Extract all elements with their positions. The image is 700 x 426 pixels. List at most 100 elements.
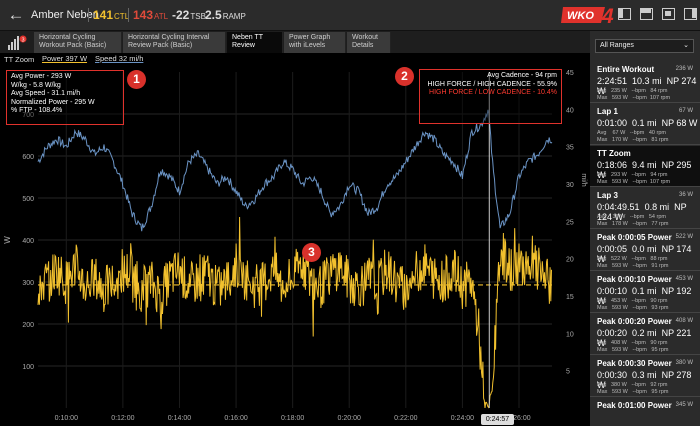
range-np: NP 221 W <box>597 328 692 348</box>
cursor-time-label: 0:24:57 <box>481 414 514 425</box>
range-avg-power: 453 W <box>675 276 693 282</box>
tab-neben-tt-review[interactable]: Neben TT Review <box>227 32 283 53</box>
range-summary <box>597 412 607 422</box>
range-avg-row: Avg 36 W --bpm 54 rpm <box>597 214 666 220</box>
high-force-high-cadence-line: HIGH FORCE / HIGH CADENCE - 55.9% <box>427 80 557 88</box>
sidebar-toggle-icon[interactable] <box>618 8 631 20</box>
range-duration: 2:24:51 <box>597 76 628 86</box>
divider <box>590 102 700 103</box>
tsb-value: -22 <box>172 8 190 22</box>
range-avg-power: 67 W <box>678 108 693 114</box>
range-distance: 0.1 mi <box>632 286 657 296</box>
range-title: Peak 0:00:30 Power <box>597 359 672 368</box>
power-series-toggle[interactable]: Power 397 W <box>42 54 88 63</box>
range-title: Peak 0:00:10 Power <box>597 275 672 284</box>
power-axis: 700 600 500 400 300 200 100 <box>22 112 34 371</box>
logo-number: 4 <box>601 5 614 26</box>
divider <box>590 144 700 145</box>
range-item[interactable]: Peak 0:00:10 Power 453 W 0:00:10 0.1 mi NP… <box>590 272 700 313</box>
range-item[interactable]: Peak 0:00:30 Power 380 W 0:00:30 0.3 mi NP… <box>590 356 700 397</box>
power-tick-label: 400 <box>22 238 34 245</box>
atl-value: 143 <box>133 8 154 22</box>
tab-horizontal-cycling-interval-review-pack[interactable]: Horizontal Cycling Interval Review Pack … <box>123 32 226 53</box>
chart-title: TT Zoom <box>4 55 35 64</box>
range-title: Lap 3 <box>597 191 618 200</box>
power-tick-label: 100 <box>22 364 34 371</box>
layout-full-icon[interactable] <box>662 8 675 20</box>
divider <box>590 270 700 271</box>
range-title: TT Zoom <box>597 149 631 158</box>
range-max-row: Max 170 W --bpm 81 rpm <box>597 137 669 143</box>
avg-cadence-line: Avg Cadence - 94 rpm <box>487 72 557 79</box>
tab-power-graph-ilevels[interactable]: Power Graph with iLevels <box>284 32 346 53</box>
range-max-row: Max 593 W --bpm 107 rpm <box>597 179 671 185</box>
range-np: NP 192 W <box>597 286 692 306</box>
range-avg-row: Avg 380 W --bpm 92 rpm <box>597 382 668 388</box>
time-tick-label: 0:14:00 <box>168 415 191 422</box>
time-tick-label: 0:22:00 <box>394 415 417 422</box>
speed-tick-label: 45 <box>566 70 574 77</box>
range-avg-power: 522 W <box>675 234 693 240</box>
range-item[interactable]: TT Zoom 0:18:06 9.4 mi NP 295 W Avg 293 W … <box>590 146 700 187</box>
range-avg-power: 236 W <box>675 66 693 72</box>
speed-series-toggle[interactable]: Speed 32 mi/h <box>95 54 144 63</box>
range-item[interactable]: Peak 0:00:05 Power 522 W 0:00:05 0.0 mi NP… <box>590 230 700 271</box>
time-tick-label: 0:26:00 <box>507 415 530 422</box>
range-item[interactable]: Peak 0:01:00 Power 345 W <box>590 398 700 426</box>
tab-horizontal-cycling-workout-pack[interactable]: Horizontal Cycling Workout Pack (Basic) <box>34 32 122 53</box>
high-force-low-cadence-line: HIGH FORCE / LOW CADENCE - 10.4% <box>429 89 557 96</box>
range-distance: 0.2 mi <box>632 328 657 338</box>
divider <box>128 8 129 22</box>
speed-tick-label: 20 <box>566 257 574 264</box>
range-np: NP 68 W <box>661 118 698 128</box>
range-item[interactable]: Entire Workout 236 W 2:24:51 10.3 mi NP 27… <box>590 62 700 103</box>
tab-workout-details[interactable]: Workout Details <box>347 32 391 53</box>
avg-speed-line: Avg Speed - 31.1 mi/h <box>11 90 81 97</box>
range-avg-power: 345 W <box>675 402 693 408</box>
range-max-row: Max 593 W --bpm 95 rpm <box>597 347 669 353</box>
speed-axis: 45 40 35 30 25 20 15 10 5 <box>566 70 574 376</box>
panel-right-icon[interactable] <box>684 8 697 20</box>
back-arrow-icon[interactable]: ← <box>7 5 25 24</box>
range-np: NP 278 W <box>597 370 692 390</box>
power-summary-box: Avg Power - 293 W W/kg - 5.8 W/kg Avg Sp… <box>6 70 124 125</box>
speed-tick-label: 25 <box>566 219 574 226</box>
range-title: Lap 1 <box>597 107 618 116</box>
divider <box>590 228 700 229</box>
signal-bars-icon[interactable]: 3 <box>7 35 29 51</box>
range-title: Peak 0:00:05 Power <box>597 233 672 242</box>
range-summary: 0:00:20 0.2 mi NP 221 W <box>597 328 700 348</box>
divider <box>590 354 700 355</box>
range-avg-power: 380 W <box>675 360 693 366</box>
range-item[interactable]: Peak 0:00:20 Power 408 W 0:00:20 0.2 mi NP… <box>590 314 700 355</box>
range-np: NP 295 W <box>597 160 692 180</box>
range-avg-row: Avg 235 W --bpm 84 rpm <box>597 88 668 94</box>
range-item[interactable]: Lap 1 67 W 0:01:00 0.1 mi NP 68 W Avg 67 W … <box>590 104 700 145</box>
range-distance: 0.3 mi <box>632 370 657 380</box>
avg-power-line: Avg Power - 293 W <box>11 73 72 80</box>
ctl-value: 141 <box>93 8 114 22</box>
range-max-row: Max 593 W --bpm 93 rpm <box>597 305 669 311</box>
speed-tick-label: 15 <box>566 294 574 301</box>
wko-logo: WKO 4 <box>561 5 614 26</box>
power-tick-label: 200 <box>22 322 34 329</box>
range-np: NP 274 W <box>597 76 697 96</box>
layout-split-icon[interactable] <box>640 8 653 20</box>
power-axis-label: W <box>3 236 12 244</box>
range-duration: 0:00:05 <box>597 244 628 254</box>
range-filter-select[interactable]: All Ranges ⌄ <box>595 39 694 53</box>
cadence-summary-box: Avg Cadence - 94 rpm HIGH FORCE / HIGH C… <box>419 69 562 124</box>
range-max-row: Max 593 W --bpm 107 rpm <box>597 95 671 101</box>
range-max-row: Max 178 W --bpm 77 rpm <box>597 221 669 227</box>
atl-metric: 143ATL <box>133 8 168 22</box>
speed-tick-label: 30 <box>566 182 574 189</box>
ramp-metric: 2.5RAMP <box>205 8 246 22</box>
range-duration: 0:00:30 <box>597 370 628 380</box>
atl-unit: ATL <box>154 12 169 21</box>
range-item[interactable]: Lap 3 36 W 0:04:49.51 0.8 mi NP 124 W Avg 3… <box>590 188 700 229</box>
power-tick-label: 500 <box>22 196 34 203</box>
range-avg-row: Avg 293 W --bpm 94 rpm <box>597 172 668 178</box>
power-tick-label: 300 <box>22 280 34 287</box>
time-tick-label: 0:16:00 <box>224 415 247 422</box>
time-axis: 0:10:00 0:12:00 0:14:00 0:16:00 0:18:00 0:20:… <box>55 415 531 422</box>
